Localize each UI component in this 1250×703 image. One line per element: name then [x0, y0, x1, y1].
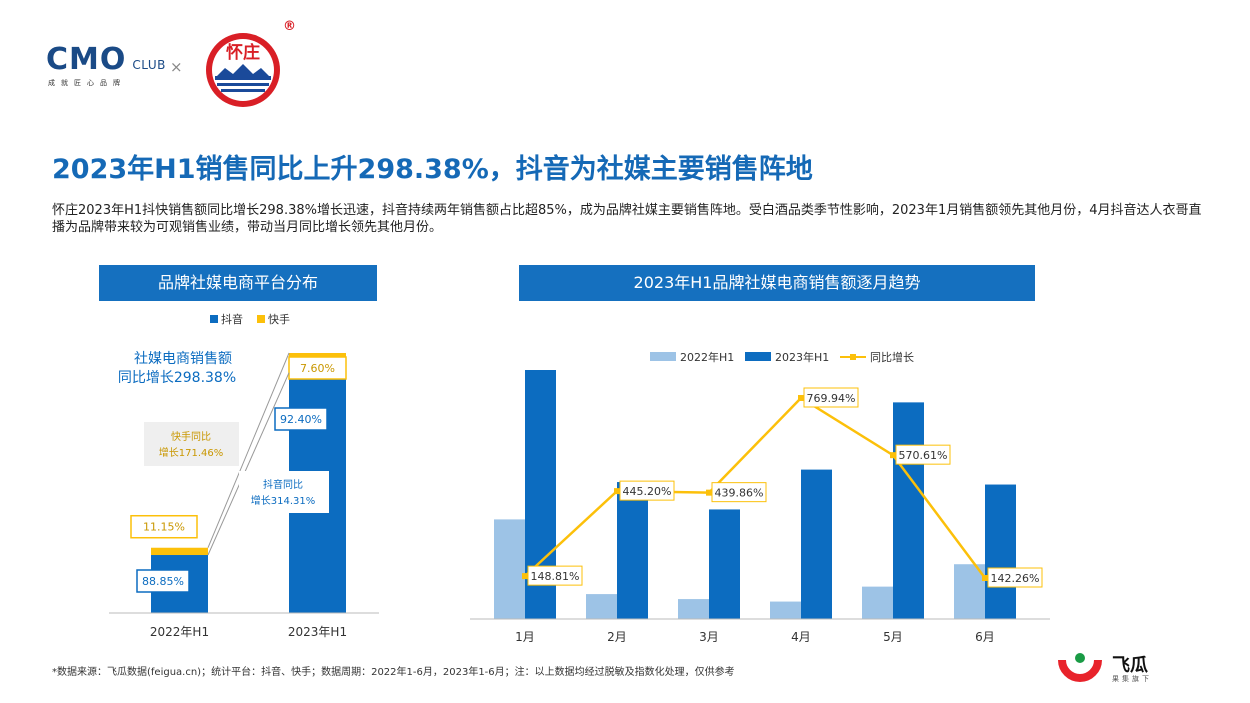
bar-2023-5	[985, 484, 1016, 619]
bar-2022-1	[586, 594, 617, 619]
huaizhuang-logo: 怀庄 ®	[206, 19, 296, 107]
legend-douyin-swatch	[210, 315, 218, 323]
svg-text:怀庄: 怀庄	[226, 42, 260, 63]
bar-2022-2	[678, 599, 709, 619]
growth-marker-3	[798, 395, 804, 401]
douyin-label-box-0	[136, 569, 190, 593]
growth-marker-4	[890, 452, 896, 459]
growth-label-1: 445.20%	[623, 485, 672, 498]
legend-label-2: 同比增长	[870, 350, 914, 364]
growth-label-box-4	[895, 444, 951, 465]
legend-douyin-label: 抖音	[221, 312, 243, 326]
month-label-3: 4月	[791, 630, 811, 644]
feigua-sub: 果集旗下	[1112, 675, 1152, 683]
growth-label-2: 439.86%	[715, 487, 764, 500]
platform-distribution-chart: 抖音 快手 2022年H1 88.85% 11.15% 2023年H1 92.40% 7.60…	[109, 312, 379, 639]
page-description: 怀庄2023年H1抖快销售额同比增长298.38%增长迅速，抖音持续两年销售额占…	[52, 203, 1202, 235]
bar-2023-1	[617, 482, 648, 619]
feigua-name: 飞瓜	[1112, 655, 1148, 676]
monthly-trend-chart: 2022年H1 2023年H1 同比增长 1月 2月 3月 4月 5月 6月 148.81% 445…	[470, 350, 1050, 644]
bar-2023-4	[893, 402, 924, 619]
growth-label-3: 769.94%	[807, 392, 856, 405]
kuaishou-note-bg	[144, 422, 239, 466]
legend-kuaishou-label: 快手	[268, 312, 290, 326]
kuaishou-note-line2: 增长171.46%	[159, 446, 224, 459]
left-panel-header: 品牌社媒电商平台分布	[99, 265, 377, 301]
month-label-0: 1月	[515, 630, 535, 644]
category-label-0: 2022年H1	[150, 625, 209, 639]
growth-marker-5	[982, 575, 988, 581]
bar-2023-2	[709, 509, 740, 619]
right-panel-header: 2023年H1品牌社媒电商销售额逐月趋势	[519, 265, 1035, 301]
douyin-label-1: 92.40%	[280, 413, 322, 426]
connector-top	[207, 352, 290, 548]
growth-label-box-2	[711, 482, 767, 503]
growth-line	[524, 396, 987, 579]
legend-kuaishou-swatch	[257, 315, 265, 323]
callout-line2: 同比增长298.38%	[118, 370, 236, 386]
growth-label-box-5	[987, 567, 1043, 588]
month-label-5: 6月	[975, 630, 995, 644]
bar-kuaishou-0	[151, 547, 208, 556]
kuaishou-label-box-0	[130, 514, 198, 539]
growth-marker-2	[706, 489, 712, 496]
bar-2022-0	[494, 519, 525, 619]
growth-label-box-1	[619, 480, 675, 501]
cmo-tagline: 成就匠心品牌	[48, 79, 126, 87]
separator: ×	[170, 58, 183, 76]
page-title: 2023年H1销售同比上升298.38%，抖音为社媒主要销售阵地	[52, 154, 813, 185]
bar-2022-4	[862, 586, 893, 619]
growth-label-4: 570.61%	[899, 449, 948, 462]
growth-marker-0	[522, 573, 528, 580]
legend-line-marker	[850, 354, 856, 360]
legend-swatch-0	[650, 352, 676, 361]
growth-label-0: 148.81%	[531, 570, 580, 583]
kuaishou-label-1: 7.60%	[300, 362, 335, 375]
kuaishou-label-0: 11.15%	[143, 521, 185, 534]
growth-label-box-0	[527, 565, 583, 586]
growth-marker-1	[614, 488, 620, 495]
footnote: *数据来源：飞瓜数据(feigua.cn)；统计平台：抖音、快手；数据周期：20…	[52, 667, 735, 678]
bar-2023-3	[801, 469, 832, 619]
growth-label-5: 142.26%	[991, 572, 1040, 585]
feigua-logo-icon	[1058, 653, 1102, 682]
kuaishou-note-line1: 快手同比	[171, 430, 211, 443]
legend-swatch-1	[745, 352, 771, 361]
svg-text:®: ®	[283, 19, 296, 34]
month-label-4: 5月	[883, 630, 903, 644]
douyin-label-0: 88.85%	[142, 575, 184, 588]
douyin-label-box-1	[274, 407, 328, 431]
cmo-club-logo: CMO CLUB	[46, 42, 166, 77]
connector-mid	[207, 372, 290, 556]
legend-label-0: 2022年H1	[680, 350, 734, 364]
douyin-note-bg	[239, 471, 329, 513]
category-label-1: 2023年H1	[288, 625, 347, 639]
bar-2022-5	[954, 564, 985, 619]
kuaishou-label-box-1	[288, 356, 347, 380]
month-label-1: 2月	[607, 630, 627, 644]
callout-line1: 社媒电商销售额	[134, 351, 232, 367]
month-label-2: 3月	[699, 630, 719, 644]
growth-label-box-3	[803, 387, 859, 408]
douyin-note-line2: 增长314.31%	[251, 494, 316, 507]
legend-label-1: 2023年H1	[775, 350, 829, 364]
bar-2022-3	[770, 601, 801, 619]
douyin-note-line1: 抖音同比	[263, 478, 303, 491]
